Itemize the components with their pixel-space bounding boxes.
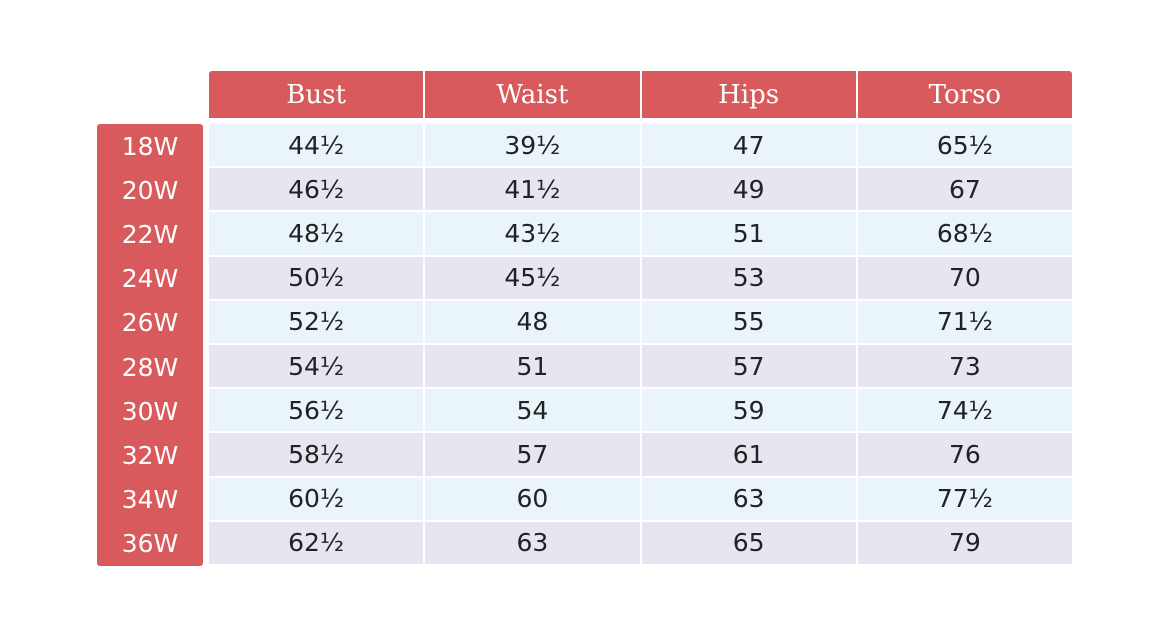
table-cell: 63 bbox=[425, 521, 640, 564]
row-label: 34W bbox=[121, 485, 179, 515]
row-label: 28W bbox=[121, 352, 179, 382]
row-label: 30W bbox=[121, 396, 179, 426]
table-cell: 52½ bbox=[209, 300, 424, 343]
column-header: Torso bbox=[857, 71, 1072, 118]
table-cell: 70 bbox=[857, 256, 1072, 299]
row-label: 20W bbox=[121, 175, 179, 205]
table-cell: 60 bbox=[425, 477, 640, 520]
table-cell: 57 bbox=[425, 433, 640, 476]
row-label: 26W bbox=[121, 308, 179, 338]
table-cell: 62½ bbox=[209, 521, 424, 564]
table-cell: 77½ bbox=[857, 477, 1072, 520]
table-cell: 39½ bbox=[425, 124, 640, 167]
row-label-column bbox=[97, 124, 203, 566]
table-cell: 56½ bbox=[209, 389, 424, 432]
table-cell: 74½ bbox=[857, 389, 1072, 432]
table-cell: 43½ bbox=[425, 212, 640, 255]
table-cell: 65 bbox=[641, 521, 856, 564]
table-cell: 79 bbox=[857, 521, 1072, 564]
table-cell: 68½ bbox=[857, 212, 1072, 255]
column-header: Hips bbox=[641, 71, 856, 118]
table-cell: 61 bbox=[641, 433, 856, 476]
table-cell: 54 bbox=[425, 389, 640, 432]
table-cell: 65½ bbox=[857, 124, 1072, 167]
table-cell: 48½ bbox=[209, 212, 424, 255]
table-cell: 60½ bbox=[209, 477, 424, 520]
table-cell: 53 bbox=[641, 256, 856, 299]
table-cell: 63 bbox=[641, 477, 856, 520]
table-cell: 51 bbox=[425, 345, 640, 388]
table-cell: 51 bbox=[641, 212, 856, 255]
table-cell: 48 bbox=[425, 300, 640, 343]
table-cell: 58½ bbox=[209, 433, 424, 476]
row-label: 32W bbox=[121, 440, 179, 470]
row-label: 36W bbox=[121, 529, 179, 559]
table-cell: 73 bbox=[857, 345, 1072, 388]
table-cell: 45½ bbox=[425, 256, 640, 299]
table-cell: 67 bbox=[857, 168, 1072, 211]
column-header: Waist bbox=[425, 71, 640, 118]
row-label: 24W bbox=[121, 264, 179, 294]
column-header: Bust bbox=[209, 71, 424, 118]
table-cell: 59 bbox=[641, 389, 856, 432]
table-cell: 46½ bbox=[209, 168, 424, 211]
row-label: 22W bbox=[121, 219, 179, 249]
table-cell: 54½ bbox=[209, 345, 424, 388]
table-cell: 55 bbox=[641, 300, 856, 343]
table-cell: 44½ bbox=[209, 124, 424, 167]
row-label: 18W bbox=[121, 131, 179, 161]
table-cell: 71½ bbox=[857, 300, 1072, 343]
table-cell: 41½ bbox=[425, 168, 640, 211]
table-cell: 57 bbox=[641, 345, 856, 388]
table-cell: 47 bbox=[641, 124, 856, 167]
table-cell: 50½ bbox=[209, 256, 424, 299]
table-cell: 49 bbox=[641, 168, 856, 211]
table-cell: 76 bbox=[857, 433, 1072, 476]
